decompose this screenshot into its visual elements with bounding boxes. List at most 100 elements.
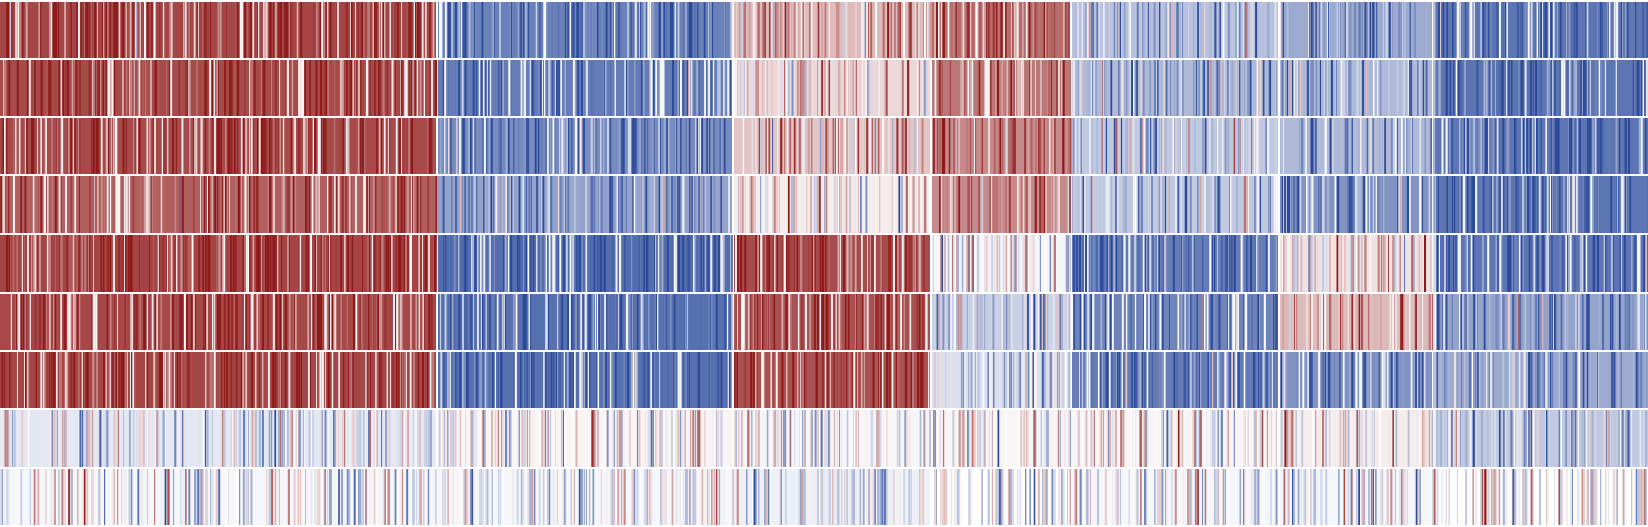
heatmap-cell bbox=[895, 352, 898, 408]
heatmap-cell bbox=[981, 469, 983, 525]
heatmap-cell bbox=[385, 60, 387, 116]
heatmap-cell bbox=[1110, 235, 1113, 292]
heatmap-cell bbox=[218, 469, 221, 525]
heatmap-cell bbox=[1180, 118, 1183, 174]
heatmap-cell bbox=[460, 176, 463, 233]
heatmap-cell bbox=[1068, 352, 1071, 408]
heatmap-cell bbox=[940, 118, 942, 174]
heatmap-cell bbox=[574, 352, 576, 408]
heatmap-cell bbox=[335, 235, 338, 292]
heatmap-cell bbox=[130, 60, 133, 116]
heatmap-cell bbox=[710, 235, 712, 292]
heatmap-cell bbox=[537, 60, 540, 116]
heatmap-cell bbox=[1052, 118, 1054, 174]
heatmap-cell bbox=[386, 352, 388, 408]
heatmap-cell bbox=[4, 118, 6, 174]
heatmap-cell bbox=[846, 118, 848, 174]
heatmap-cell bbox=[1255, 2, 1258, 58]
heatmap-cell bbox=[494, 352, 497, 408]
heatmap-cell bbox=[847, 118, 849, 174]
heatmap-cell bbox=[677, 235, 680, 292]
heatmap-cell bbox=[423, 60, 426, 116]
heatmap-cell bbox=[91, 118, 93, 174]
heatmap-cell bbox=[360, 294, 363, 350]
heatmap-cell bbox=[1043, 294, 1045, 350]
heatmap-cell bbox=[1096, 2, 1099, 58]
heatmap-cell bbox=[591, 410, 593, 467]
heatmap-cell bbox=[325, 2, 327, 58]
heatmap-cell bbox=[284, 2, 286, 58]
heatmap-cell bbox=[428, 410, 430, 467]
heatmap-cell bbox=[923, 235, 925, 292]
heatmap-cell bbox=[748, 60, 750, 116]
heatmap-cell bbox=[829, 60, 830, 116]
heatmap-cell bbox=[650, 352, 652, 408]
heatmap-cell bbox=[978, 176, 980, 233]
heatmap-cell bbox=[1117, 2, 1119, 58]
heatmap-cell bbox=[256, 176, 258, 233]
heatmap-cell bbox=[836, 352, 839, 408]
heatmap-cell bbox=[439, 2, 441, 58]
heatmap-cell bbox=[513, 2, 515, 58]
heatmap-cell bbox=[359, 469, 362, 525]
heatmap-cell bbox=[1042, 176, 1044, 233]
heatmap-cell bbox=[108, 235, 110, 292]
heatmap-cell bbox=[447, 410, 449, 467]
heatmap-cell bbox=[370, 352, 372, 408]
heatmap-cell bbox=[825, 235, 827, 292]
heatmap-cell bbox=[627, 2, 629, 58]
heatmap-cell bbox=[1257, 235, 1259, 292]
heatmap-cell bbox=[510, 176, 512, 233]
heatmap-cell bbox=[893, 235, 896, 292]
heatmap-cell bbox=[859, 60, 861, 116]
heatmap-cell bbox=[1050, 352, 1052, 408]
heatmap-cell bbox=[174, 176, 176, 233]
heatmap-cell bbox=[823, 60, 826, 116]
heatmap-cell bbox=[10, 294, 12, 350]
heatmap-cell bbox=[404, 352, 406, 408]
heatmap-cell bbox=[305, 469, 306, 525]
heatmap-cell bbox=[768, 118, 771, 174]
heatmap-cell bbox=[581, 2, 583, 58]
heatmap-cell bbox=[574, 176, 577, 233]
heatmap-cell bbox=[689, 176, 691, 233]
heatmap-cell bbox=[252, 60, 255, 116]
heatmap-cell bbox=[618, 2, 621, 58]
heatmap-cell bbox=[877, 469, 880, 525]
heatmap-cell bbox=[802, 352, 805, 408]
heatmap-cell bbox=[124, 469, 126, 525]
heatmap-cell bbox=[1031, 235, 1034, 292]
heatmap-cell bbox=[863, 294, 866, 350]
heatmap-cell bbox=[871, 469, 875, 525]
heatmap-cell bbox=[870, 2, 872, 58]
heatmap-cell bbox=[634, 352, 636, 408]
heatmap-cell bbox=[159, 2, 161, 58]
heatmap-cell bbox=[1137, 235, 1140, 292]
heatmap-cell bbox=[686, 118, 689, 174]
heatmap-cell bbox=[285, 60, 287, 116]
heatmap-cell bbox=[92, 294, 95, 350]
heatmap-cell bbox=[146, 469, 148, 525]
heatmap-cell bbox=[428, 235, 430, 292]
heatmap-cell bbox=[384, 294, 386, 350]
heatmap-cell bbox=[1210, 294, 1213, 350]
heatmap-cell bbox=[949, 176, 952, 233]
heatmap-cell bbox=[512, 176, 514, 233]
heatmap-cell bbox=[312, 410, 315, 467]
heatmap-cell bbox=[433, 118, 436, 174]
heatmap-cell bbox=[485, 60, 488, 116]
heatmap-cell bbox=[981, 176, 984, 233]
heatmap-cell bbox=[657, 235, 660, 292]
heatmap-cell bbox=[489, 294, 491, 350]
heatmap-cell bbox=[1017, 60, 1019, 116]
heatmap-cell bbox=[645, 176, 648, 233]
heatmap-cell bbox=[716, 410, 718, 467]
heatmap-cell bbox=[1251, 294, 1253, 350]
heatmap-cell bbox=[954, 294, 956, 350]
heatmap-cell bbox=[939, 469, 942, 525]
heatmap-cell bbox=[814, 176, 816, 233]
heatmap-cell bbox=[1037, 294, 1040, 350]
heatmap-cell bbox=[235, 352, 238, 408]
heatmap-cell bbox=[67, 294, 69, 350]
heatmap-cell bbox=[555, 60, 556, 116]
